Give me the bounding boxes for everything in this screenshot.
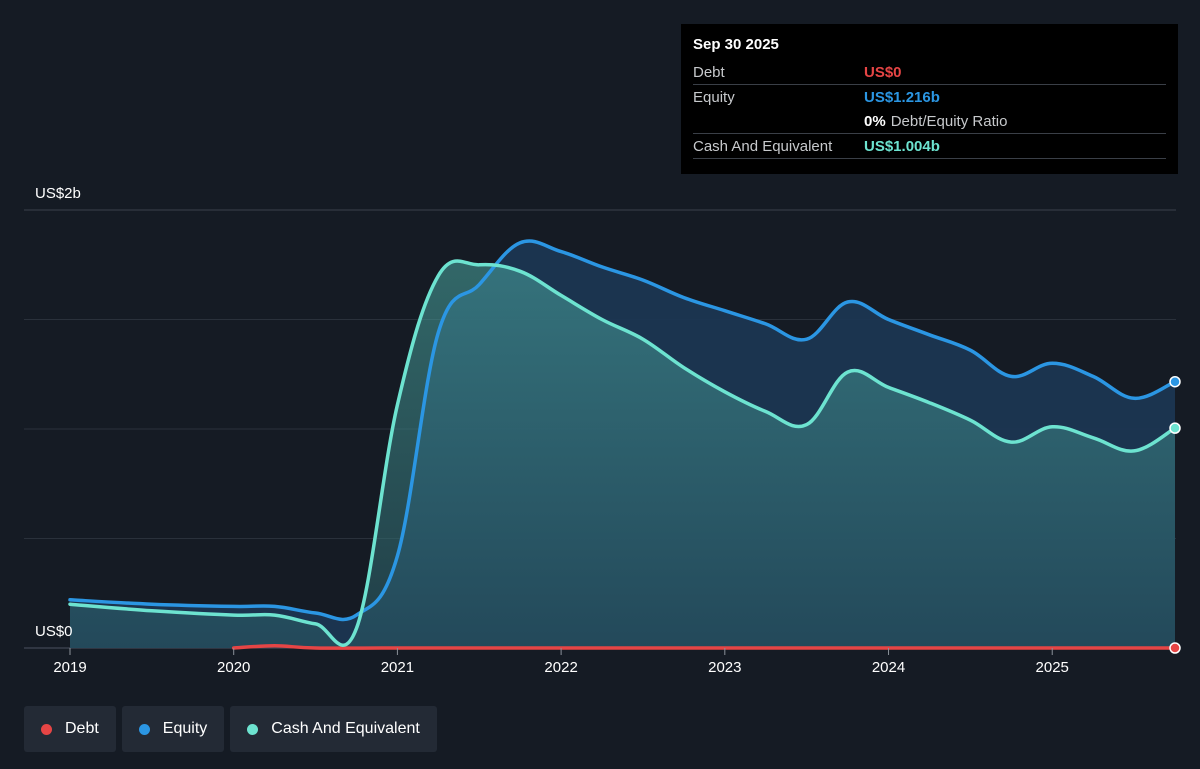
tooltip-cash-label: Cash And Equivalent	[693, 137, 833, 155]
legend: Debt Equity Cash And Equivalent	[24, 706, 437, 752]
line-equity	[68, 239, 1177, 622]
tooltip-debt-value: US$0	[864, 63, 902, 81]
series-areas	[70, 241, 1175, 649]
x-tick-label: 2020	[217, 659, 250, 676]
area-cash	[70, 261, 1175, 648]
legend-item-equity[interactable]: Equity	[121, 706, 225, 752]
tooltip-row-ratio: 0% Debt/Equity Ratio	[693, 109, 1166, 134]
tooltip-equity-value: US$1.216b	[864, 88, 940, 106]
series-endpoints	[1169, 375, 1181, 654]
x-tick-label: 2019	[53, 659, 86, 676]
legend-dot-debt	[41, 723, 52, 735]
tooltip-panel: Sep 30 2025 Debt US$0 Equity US$1.216b 0…	[681, 24, 1178, 174]
legend-label-cash: Cash And Equivalent	[271, 720, 420, 737]
tooltip-row-cash: Cash And Equivalent US$1.004b	[693, 134, 1166, 159]
x-tick-label: 2024	[872, 659, 905, 676]
tooltip-ratio-label: Debt/Equity Ratio	[890, 112, 1008, 130]
tooltip-ratio-value: 0%	[864, 112, 886, 130]
endpoint-debt	[1169, 642, 1181, 654]
tooltip-debt-label: Debt	[693, 63, 725, 81]
tooltip-cash-value: US$1.004b	[864, 137, 940, 155]
line-debt	[231, 644, 1177, 650]
legend-label-debt: Debt	[65, 720, 99, 737]
y-axis-label-bottom: US$0	[35, 623, 73, 640]
series-lines	[68, 239, 1177, 650]
line-cash	[68, 259, 1177, 647]
tooltip-row-equity: Equity US$1.216b	[693, 85, 1166, 109]
tooltip-equity-label: Equity	[693, 88, 735, 106]
x-tick-label: 2022	[544, 659, 577, 676]
legend-item-debt[interactable]: Debt	[24, 706, 116, 752]
x-tick-label: 2021	[381, 659, 414, 676]
x-axis-ticks: 2019 2020 2021 2022 2023 2024 2025	[53, 648, 1069, 676]
legend-dot-cash	[247, 723, 259, 735]
tooltip-date: Sep 30 2025	[693, 36, 779, 53]
x-tick-label: 2023	[708, 659, 741, 676]
endpoint-equity	[1169, 375, 1181, 388]
y-axis-label-top: US$2b	[35, 185, 81, 202]
x-tick-label: 2025	[1036, 659, 1069, 676]
endpoint-cash	[1169, 422, 1181, 434]
legend-item-cash[interactable]: Cash And Equivalent	[230, 706, 437, 752]
tooltip-row-debt: Debt US$0	[693, 60, 1166, 85]
legend-dot-equity	[138, 723, 150, 735]
legend-label-equity: Equity	[162, 720, 208, 737]
